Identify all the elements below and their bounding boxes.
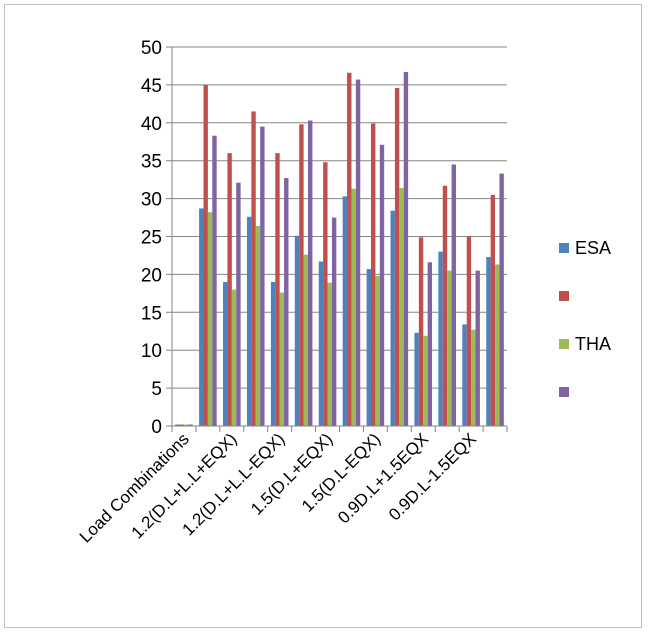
y-tick-label: 40 [141, 114, 162, 135]
bar [451, 164, 456, 427]
bar [299, 124, 304, 426]
bar [318, 261, 324, 426]
bar [427, 262, 433, 426]
y-tick-labels: 0 5 10 15 20 25 30 35 40 45 50 [141, 38, 162, 438]
y-tick-label: 50 [141, 38, 162, 59]
bar [355, 79, 361, 426]
bar [212, 135, 217, 426]
legend-swatch [559, 243, 569, 253]
bar [379, 144, 385, 426]
bar-series [175, 72, 504, 427]
bar [447, 270, 452, 426]
bar [231, 289, 237, 426]
bar [251, 111, 256, 427]
bar [466, 236, 472, 426]
bar [462, 324, 467, 426]
bar [495, 264, 500, 426]
bar [294, 235, 300, 426]
y-tick-label: 5 [151, 379, 162, 400]
x-tick-labels: Load Combinations1.2(D.L+L.L+EQX)1.2(D.L… [76, 429, 480, 546]
y-tick-label: 30 [141, 190, 162, 211]
bar [390, 210, 395, 426]
y-tick-label: 25 [141, 228, 162, 249]
y-tick-label: 45 [141, 76, 162, 97]
bar [236, 182, 241, 426]
bar [418, 237, 424, 426]
bar [246, 216, 252, 426]
bar [370, 123, 376, 426]
bar [442, 185, 448, 426]
bar [275, 153, 280, 426]
x-tick-label: 0.9D.L-1.5EQX [385, 429, 480, 524]
bar [199, 208, 204, 426]
bar [490, 194, 496, 426]
bar [331, 217, 337, 426]
bar [347, 72, 352, 427]
bar [179, 424, 184, 426]
bar [175, 424, 180, 426]
bar [323, 162, 328, 426]
bar [327, 282, 332, 426]
bar [486, 256, 491, 426]
bar [270, 281, 276, 426]
bar [423, 335, 428, 426]
bar [203, 84, 208, 427]
bar [499, 173, 504, 426]
bar [414, 332, 419, 426]
bar [255, 225, 261, 426]
legend-swatch [559, 387, 569, 397]
y-tick-label: 35 [141, 152, 162, 173]
bar [188, 424, 193, 426]
bar [227, 153, 232, 426]
legend-swatch [559, 291, 569, 301]
axes [171, 47, 508, 432]
bar [284, 178, 289, 426]
legend-label: THA [575, 334, 611, 354]
bar [279, 292, 285, 426]
legend: ESA THA [559, 238, 611, 397]
bar [303, 254, 309, 426]
legend-label: ESA [575, 238, 611, 258]
bar [207, 212, 213, 426]
bar [471, 329, 476, 426]
y-tick-label: 0 [151, 417, 162, 438]
y-tick-label: 10 [141, 341, 162, 362]
bar [399, 187, 404, 426]
bar [223, 281, 228, 426]
bar [394, 87, 400, 427]
y-tick-label: 15 [141, 303, 162, 324]
bar [366, 269, 371, 426]
bar [342, 196, 348, 426]
bar [475, 270, 480, 426]
bar [351, 188, 356, 426]
legend-swatch [559, 339, 569, 349]
bar [308, 120, 313, 426]
y-tick-label: 20 [141, 265, 162, 286]
bar [260, 126, 265, 426]
bar [375, 275, 380, 426]
bar [438, 251, 443, 426]
bar [403, 72, 409, 426]
bar [183, 424, 189, 426]
